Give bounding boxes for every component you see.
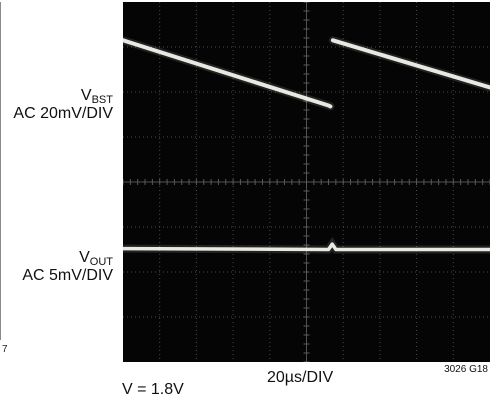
grid — [123, 2, 490, 362]
figure-id: 3026 G18 — [444, 364, 488, 375]
trace-bst-segment — [330, 38, 490, 90]
channel-name-subscript: BST — [91, 94, 113, 106]
cropped-condition-text: V = 1.8V — [122, 381, 184, 398]
channel-name-main: V — [79, 249, 90, 266]
channel-name-bst: VBST — [80, 87, 113, 106]
channel-name-out: VOUT — [79, 249, 113, 268]
adjacent-figure-border — [0, 2, 1, 340]
oscilloscope-screen — [123, 2, 490, 362]
traces — [123, 36, 490, 254]
trace-bst-glow — [123, 36, 335, 111]
channel-scale-bst: AC 20mV/DIV — [13, 105, 113, 122]
channel-label-out: VOUT AC 5mV/DIV — [22, 249, 113, 285]
scope-plot — [123, 2, 490, 362]
channel-name-subscript: OUT — [89, 256, 113, 268]
trace-bst-segment — [123, 38, 333, 109]
trace-bst-glow — [328, 36, 490, 92]
trace-out-glow — [123, 237, 490, 254]
channel-scale-out: AC 5mV/DIV — [22, 267, 113, 284]
trace-out-segment — [123, 242, 490, 252]
adjacent-figure-label: 7 — [2, 344, 8, 355]
time-scale-label: 20µs/DIV — [267, 369, 334, 386]
channel-name-main: V — [80, 87, 92, 104]
channel-label-bst: VBST AC 20mV/DIV — [13, 87, 113, 123]
